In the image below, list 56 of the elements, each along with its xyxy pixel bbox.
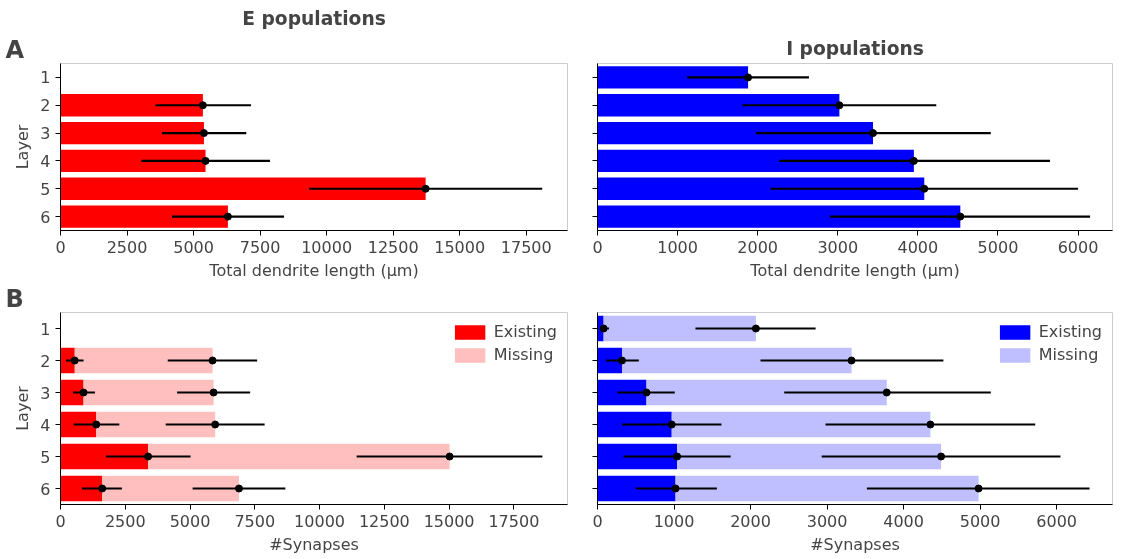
text: A — [5, 35, 25, 64]
x-tick-label: 5000 — [959, 511, 1001, 531]
x-tick-label: 15000 — [434, 237, 486, 257]
x-axis-title: #Synapses — [810, 534, 900, 554]
y-tick-label: 4 — [40, 415, 51, 435]
x-tick-label: 15000 — [423, 511, 475, 531]
y-tick-label: 1 — [40, 68, 51, 88]
y-axis-title: Layer — [13, 124, 33, 170]
text: B — [5, 284, 24, 313]
x-tick-label: 2500 — [104, 511, 146, 531]
x-tick-label: 2000 — [737, 237, 779, 257]
chart-title: I populations — [786, 37, 924, 59]
y-tick-label: 3 — [40, 124, 51, 144]
chart-title: E populations — [242, 7, 386, 29]
x-axis-title: #Synapses — [269, 534, 359, 554]
x-tick-label: 10000 — [294, 511, 346, 531]
x-tick-label: 6000 — [1036, 511, 1077, 531]
y-tick-label: 6 — [40, 479, 51, 499]
x-tick-label: 1000 — [653, 511, 695, 531]
legend-label: Existing — [493, 322, 557, 341]
y-tick-label: 4 — [40, 151, 51, 171]
x-tick-label: 0 — [592, 237, 603, 257]
legend-label: Existing — [1038, 322, 1102, 341]
x-tick-label: 5000 — [169, 511, 211, 531]
x-tick-label: 0 — [55, 237, 66, 257]
x-tick-label: 4000 — [897, 237, 939, 257]
x-tick-label: 2000 — [730, 511, 771, 531]
x-tick-label: 10000 — [301, 237, 353, 257]
x-axis-title: Total dendrite length (μm) — [208, 260, 419, 280]
x-tick-label: 5000 — [173, 237, 214, 257]
y-tick-label: 6 — [40, 207, 51, 227]
x-axis-title: Total dendrite length (μm) — [749, 260, 960, 280]
y-tick-label: 1 — [40, 319, 51, 339]
x-tick-label: 2500 — [106, 237, 148, 257]
y-tick-label: 2 — [40, 96, 51, 116]
y-tick-label: 3 — [40, 383, 51, 403]
x-tick-label: 7500 — [239, 237, 281, 257]
y-tick-label: 5 — [40, 179, 51, 199]
x-tick-label: 12500 — [367, 237, 419, 257]
legend-label: Missing — [493, 345, 554, 364]
x-tick-label: 5000 — [977, 237, 1019, 257]
x-tick-label: 3000 — [806, 511, 848, 531]
y-axis-title: Layer — [13, 385, 33, 431]
x-tick-label: 6000 — [1057, 237, 1099, 257]
x-tick-label: 3000 — [817, 237, 859, 257]
x-tick-label: 0 — [55, 511, 66, 531]
x-tick-label: 4000 — [883, 511, 924, 531]
x-tick-label: 17500 — [500, 237, 552, 257]
y-tick-label: 2 — [40, 351, 51, 371]
x-tick-label: 0 — [592, 511, 603, 531]
x-tick-label: 17500 — [488, 511, 540, 531]
legend-label: Missing — [1038, 345, 1099, 364]
x-tick-label: 12500 — [358, 511, 410, 531]
x-tick-label: 7500 — [234, 511, 276, 531]
x-tick-label: 1000 — [657, 237, 698, 257]
y-tick-label: 5 — [40, 447, 51, 467]
